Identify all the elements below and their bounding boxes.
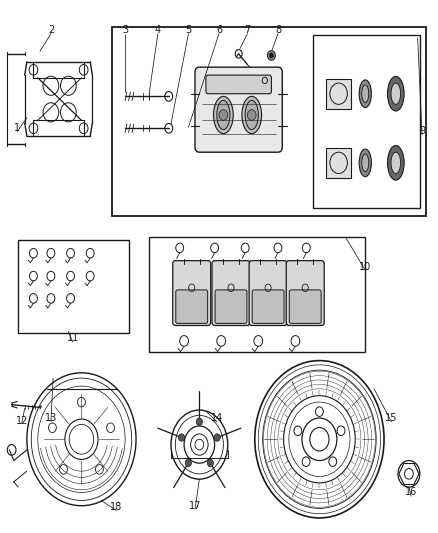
FancyBboxPatch shape: [286, 261, 324, 326]
Text: 1: 1: [14, 123, 20, 133]
Text: 15: 15: [385, 413, 398, 423]
FancyBboxPatch shape: [289, 290, 321, 324]
Circle shape: [219, 110, 228, 120]
FancyBboxPatch shape: [212, 261, 250, 326]
Text: 6: 6: [216, 25, 222, 35]
Ellipse shape: [217, 100, 230, 130]
FancyBboxPatch shape: [252, 290, 284, 324]
Text: 13: 13: [45, 413, 57, 423]
FancyBboxPatch shape: [206, 75, 272, 94]
Circle shape: [268, 51, 276, 60]
FancyBboxPatch shape: [176, 290, 208, 324]
Circle shape: [178, 434, 184, 441]
Text: 7: 7: [244, 25, 251, 35]
FancyBboxPatch shape: [215, 290, 247, 324]
Circle shape: [207, 459, 213, 467]
Circle shape: [185, 459, 191, 467]
Ellipse shape: [388, 146, 404, 180]
Text: 9: 9: [419, 126, 425, 136]
Bar: [313, 35, 420, 208]
Text: 8: 8: [275, 25, 281, 35]
Ellipse shape: [391, 152, 401, 173]
Bar: [326, 148, 351, 177]
Text: 17: 17: [189, 500, 201, 511]
FancyBboxPatch shape: [173, 261, 211, 326]
FancyBboxPatch shape: [249, 261, 287, 326]
Circle shape: [214, 434, 220, 441]
Text: 10: 10: [359, 262, 371, 271]
Circle shape: [247, 110, 256, 120]
Ellipse shape: [362, 154, 369, 172]
Circle shape: [196, 418, 202, 425]
Text: 2: 2: [48, 25, 54, 35]
Ellipse shape: [388, 76, 404, 111]
Text: 16: 16: [405, 488, 417, 497]
Bar: [149, 237, 365, 352]
Text: 14: 14: [211, 413, 223, 423]
Circle shape: [269, 53, 274, 58]
Ellipse shape: [359, 149, 371, 176]
Ellipse shape: [359, 80, 371, 108]
Ellipse shape: [245, 100, 258, 130]
Ellipse shape: [362, 85, 369, 102]
Ellipse shape: [391, 83, 401, 104]
Text: 18: 18: [110, 502, 123, 512]
Ellipse shape: [242, 96, 261, 134]
Bar: [112, 27, 426, 216]
Text: 4: 4: [155, 25, 161, 35]
Bar: [326, 79, 351, 109]
Text: 11: 11: [67, 333, 79, 343]
FancyBboxPatch shape: [195, 67, 283, 152]
Ellipse shape: [214, 96, 233, 134]
Text: 3: 3: [122, 25, 128, 35]
Bar: [18, 240, 130, 333]
Text: 12: 12: [15, 416, 28, 426]
Text: 5: 5: [185, 25, 191, 35]
